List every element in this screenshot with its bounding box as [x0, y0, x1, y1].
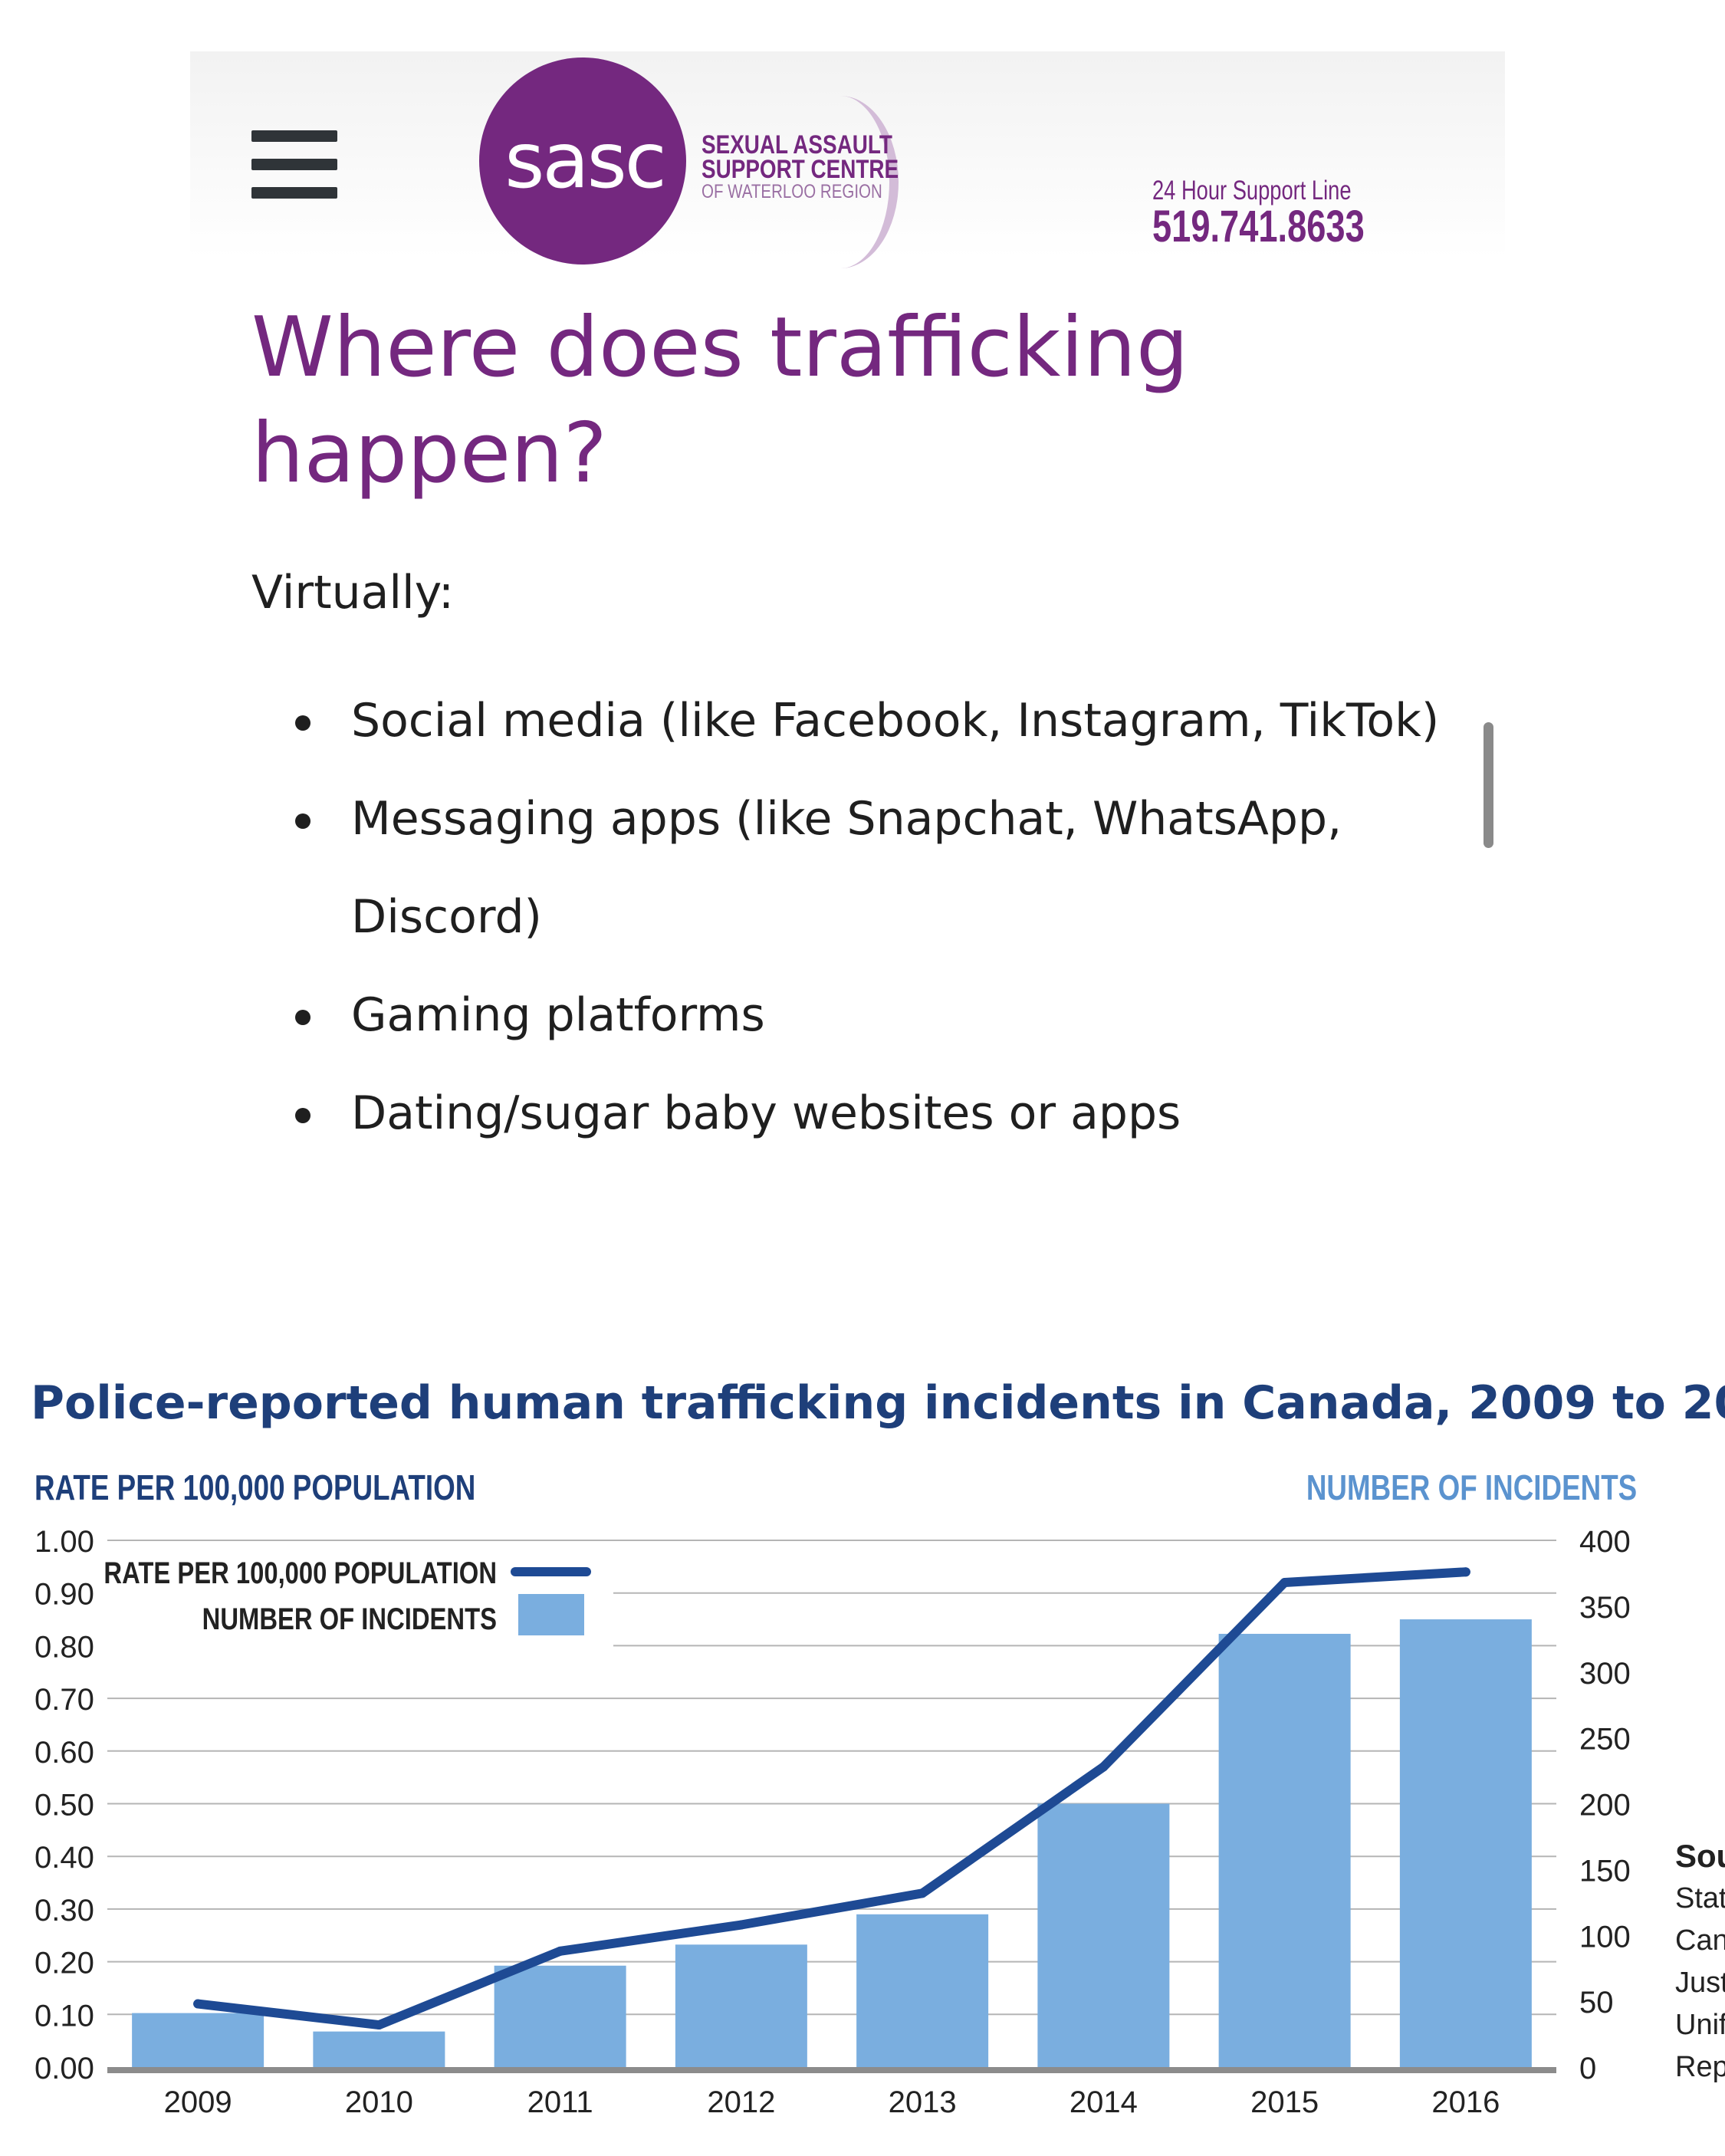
- left-tick-label: 0.70: [34, 1683, 94, 1717]
- right-tick-label: 200: [1579, 1789, 1631, 1822]
- legend-label-incidents: NUMBER OF INCIDENTS: [202, 1602, 497, 1636]
- menu-bar: [251, 187, 337, 199]
- source-text-line: Unifo: [1675, 2009, 1725, 2041]
- list-item: Gaming platforms: [251, 966, 1478, 1064]
- x-tick-label: 2010: [345, 2085, 413, 2119]
- rate-point: [1460, 1567, 1470, 1577]
- left-tick-label: 0.50: [34, 1789, 94, 1822]
- support-line-label: 24 Hour Support Line: [1152, 176, 1352, 205]
- rate-point: [374, 2020, 384, 2030]
- left-tick-label: 0.80: [34, 1630, 94, 1664]
- legend-swatch-bar: [518, 1594, 584, 1635]
- sasc-logo[interactable]: sasc SEXUAL ASSAULT SUPPORT CENTRE OF WA…: [479, 58, 899, 272]
- chart-bar: [132, 2013, 264, 2067]
- right-tick-label: 50: [1579, 1986, 1614, 2020]
- support-phone-link[interactable]: 519.741.8633: [1152, 202, 1365, 251]
- source-text-line: Justi: [1675, 1967, 1725, 1999]
- left-tick-label: 0.40: [34, 1841, 94, 1875]
- left-tick-label: 1.00: [34, 1525, 94, 1559]
- x-tick-label: 2011: [527, 2085, 593, 2119]
- right-tick-label: 100: [1579, 1920, 1631, 1954]
- right-tick-label: 350: [1579, 1591, 1631, 1625]
- source-text-line: Stati: [1675, 1882, 1725, 1914]
- right-axis-title: NUMBER OF INCIDENTS: [1306, 1467, 1637, 1507]
- menu-bar: [251, 159, 337, 170]
- rate-point: [193, 1999, 203, 2009]
- chart-bar: [1218, 1633, 1351, 2067]
- source-text-line: Cana: [1675, 1924, 1725, 1957]
- logo-org-line3: OF WATERLOO REGION: [702, 181, 882, 202]
- chart-bar: [1037, 1803, 1170, 2067]
- left-axis-title: RATE PER 100,000 POPULATION: [34, 1467, 476, 1507]
- trafficking-chart: 0.00 0.10 0.20 0.30 0.40 0.50 0.60 0.70 0.80 0.90…: [34, 1525, 1725, 2119]
- site-header: sasc SEXUAL ASSAULT SUPPORT CENTRE OF WA…: [190, 51, 1505, 268]
- intro-text: Virtually:: [251, 566, 455, 620]
- left-tick-label: 0.30: [34, 1894, 94, 1928]
- legend-label-rate: RATE PER 100,000 POPULATION: [104, 1556, 497, 1590]
- logo-wordmark: sasc: [504, 116, 666, 205]
- x-tick-label: 2013: [889, 2085, 957, 2119]
- rate-point: [918, 1888, 928, 1898]
- rate-point: [555, 1946, 565, 1956]
- list-item: Dating/sugar baby websites or apps: [251, 1064, 1478, 1162]
- x-tick-label: 2016: [1431, 2085, 1500, 2119]
- left-tick-label: 0.60: [34, 1736, 94, 1770]
- hamburger-menu-icon[interactable]: [251, 130, 337, 199]
- list-item: Social media (like Facebook, Instagram, …: [251, 672, 1478, 770]
- source-text-line: Repo: [1675, 2051, 1725, 2083]
- x-tick-label: 2009: [164, 2085, 232, 2119]
- rate-point: [1099, 1762, 1109, 1772]
- rate-point: [1280, 1577, 1290, 1587]
- right-tick-label: 400: [1579, 1525, 1631, 1559]
- logo-org-line1: SEXUAL ASSAULT: [702, 130, 892, 159]
- left-tick-label: 0.10: [34, 1999, 94, 2033]
- x-tick-label: 2014: [1070, 2085, 1138, 2119]
- menu-bar: [251, 130, 337, 142]
- chart-title: Police-reported human trafficking incide…: [31, 1376, 1725, 1430]
- right-tick-label: 250: [1579, 1723, 1631, 1757]
- logo-circle: [479, 58, 686, 265]
- logo-org-line2: SUPPORT CENTRE: [702, 155, 899, 184]
- chart-bar: [856, 1914, 989, 2067]
- rate-point: [736, 1920, 746, 1930]
- chart-bar: [313, 2031, 445, 2067]
- page-heading: Where does trafficking happen?: [251, 300, 1189, 501]
- left-tick-label: 0.90: [34, 1578, 94, 1612]
- chart-bar: [1399, 1619, 1532, 2067]
- right-tick-label: 150: [1579, 1854, 1631, 1888]
- chart-bar: [494, 1965, 626, 2067]
- left-tick-label: 0.00: [34, 2052, 94, 2085]
- rate-line: [193, 1567, 1470, 2030]
- scrollbar-thumb[interactable]: [1484, 722, 1493, 848]
- chart-bar: [675, 1944, 807, 2067]
- source-heading: Sou: [1675, 1838, 1725, 1874]
- right-tick-label: 300: [1579, 1657, 1631, 1691]
- right-tick-label: 0: [1579, 2052, 1596, 2085]
- list-item: Messaging apps (like Snapchat, WhatsApp,…: [251, 770, 1478, 966]
- x-tick-label: 2012: [707, 2085, 775, 2119]
- left-tick-label: 0.20: [34, 1947, 94, 1980]
- x-tick-label: 2015: [1250, 2085, 1319, 2119]
- bullet-list: Social media (like Facebook, Instagram, …: [251, 672, 1478, 1162]
